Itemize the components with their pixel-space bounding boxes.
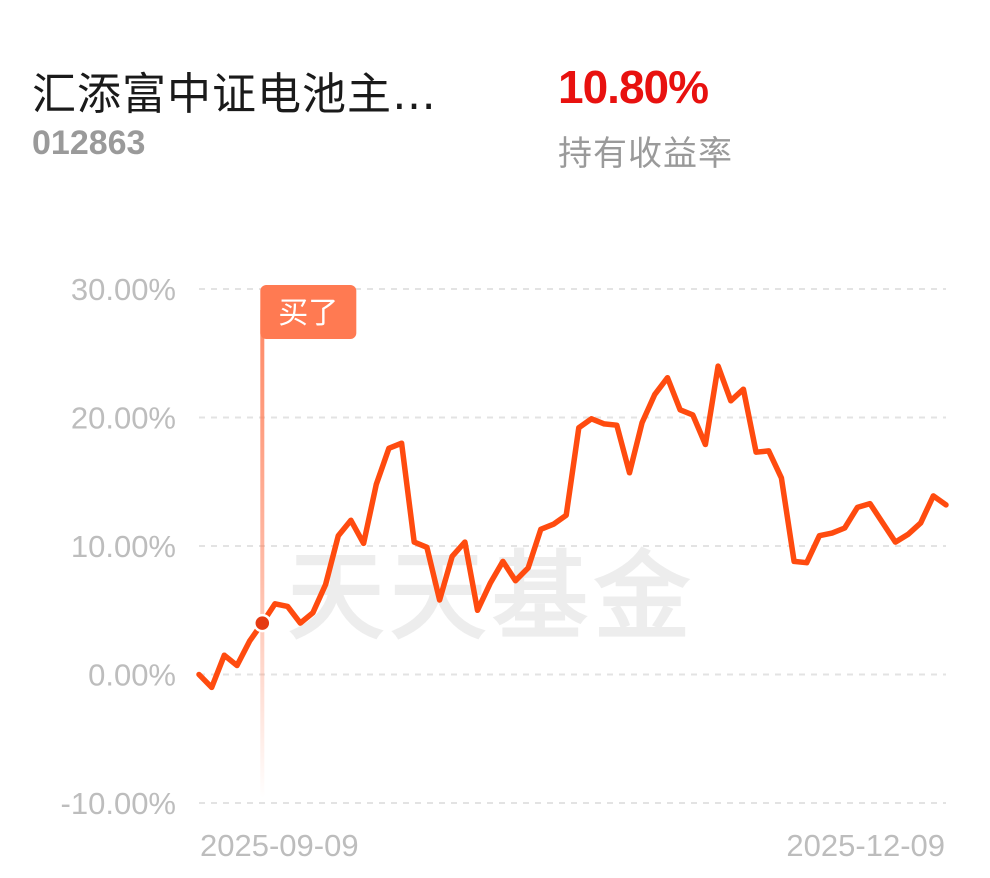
fund-code: 012863 bbox=[32, 124, 146, 162]
y-axis-ticks: 30.00% 20.00% 10.00% 0.00% -10.00% bbox=[61, 272, 176, 821]
series-line-group bbox=[196, 363, 949, 691]
buy-marker: 买了 bbox=[260, 285, 357, 798]
y-tick-label: 0.00% bbox=[88, 658, 176, 693]
holding-return-label: 持有收益率 bbox=[558, 134, 733, 174]
x-tick-label: 2025-09-09 bbox=[200, 828, 359, 863]
buy-marker-line bbox=[260, 310, 265, 798]
x-axis-ticks: 2025-09-09 2025-12-09 bbox=[200, 828, 945, 863]
series-line bbox=[196, 363, 949, 691]
watermark-text: 天天基金 bbox=[288, 541, 696, 653]
y-tick-label: -10.00% bbox=[61, 786, 176, 821]
buy-dot bbox=[253, 613, 272, 633]
buy-marker-label: 买了 bbox=[278, 296, 338, 331]
buy-marker-badge bbox=[260, 285, 357, 339]
holding-return-value: 10.80% bbox=[558, 61, 709, 113]
y-tick-label: 20.00% bbox=[71, 401, 176, 436]
y-tick-label: 10.00% bbox=[71, 529, 176, 564]
buy-dot-group bbox=[253, 613, 272, 633]
fund-name: 汇添富中证电池主… bbox=[32, 69, 437, 120]
x-tick-label: 2025-12-09 bbox=[786, 828, 945, 863]
y-tick-label: 30.00% bbox=[71, 272, 176, 307]
